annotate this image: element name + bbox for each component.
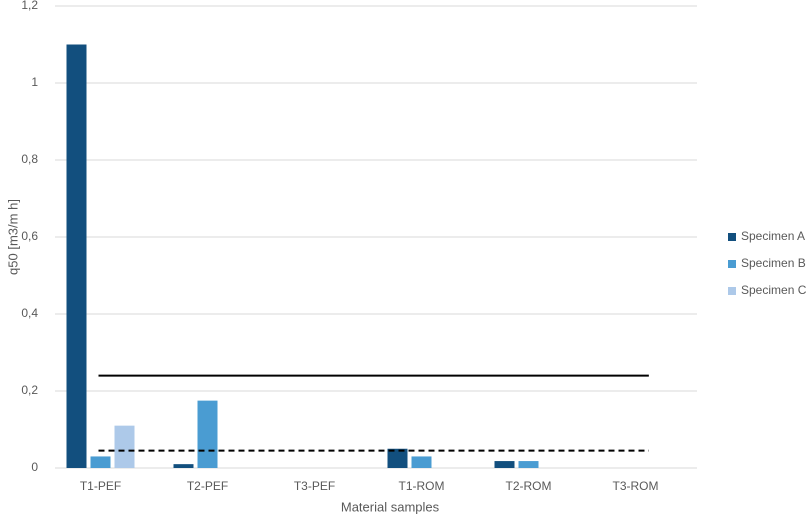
legend-label: Specimen A: [741, 229, 805, 243]
x-axis-label: Material samples: [341, 499, 440, 514]
bar: [66, 44, 87, 468]
bar: [387, 448, 408, 468]
bar: [494, 461, 515, 468]
legend-swatch: [728, 287, 736, 295]
x-tick-label: T1-ROM: [399, 479, 445, 493]
x-tick-label: T3-PEF: [294, 479, 335, 493]
y-tick-label: 0,2: [21, 383, 38, 397]
y-axis-label: q50 [m3/m h]: [5, 199, 20, 275]
legend-label: Specimen B: [741, 256, 806, 270]
bar: [197, 400, 218, 468]
bar: [90, 456, 111, 468]
x-tick-label: T2-PEF: [187, 479, 228, 493]
x-tick-label: T1-PEF: [80, 479, 121, 493]
legend-swatch: [728, 233, 736, 241]
y-tick-label: 0,4: [21, 306, 38, 320]
x-tick-label: T3-ROM: [613, 479, 659, 493]
bar: [411, 456, 432, 468]
legend-swatch: [728, 260, 736, 268]
bar: [114, 425, 135, 468]
bar: [173, 464, 194, 468]
x-tick-label: T2-ROM: [506, 479, 552, 493]
bar: [518, 461, 539, 468]
legend-label: Specimen C: [741, 283, 807, 297]
y-tick-label: 0: [31, 460, 38, 474]
y-tick-label: 0,6: [21, 229, 38, 243]
y-tick-label: 1: [31, 75, 38, 89]
y-tick-label: 0,8: [21, 152, 38, 166]
y-tick-label: 1,2: [21, 0, 38, 12]
